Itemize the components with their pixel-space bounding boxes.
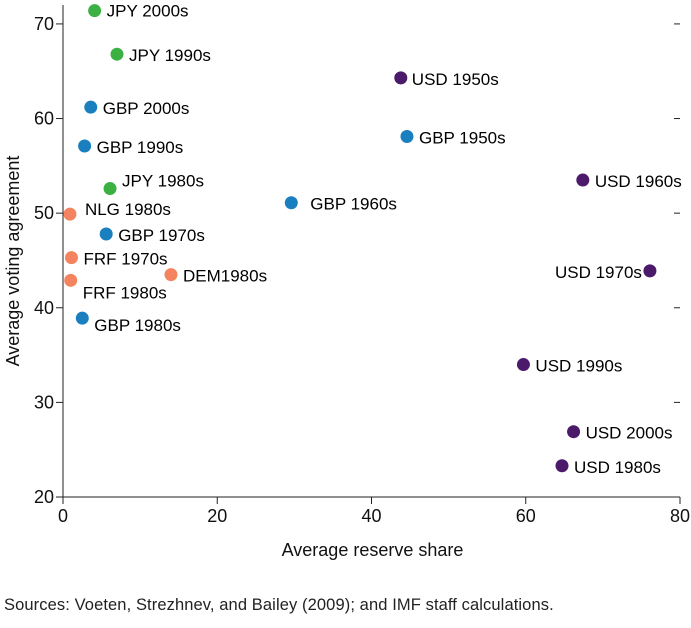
label-gbp-1980s: GBP 1980s: [94, 316, 181, 335]
label-jpy-2000s: JPY 2000s: [107, 2, 189, 21]
label-usd-1980s: USD 1980s: [574, 458, 661, 477]
label-usd-1960s: USD 1960s: [595, 172, 682, 191]
y-tick-label: 50: [34, 203, 54, 223]
point-nlg-1980s: [63, 207, 77, 221]
point-labels: USD 1950s USD 1960s USD 1970s USD 1990s USD …: [83, 2, 682, 477]
point-usd-1950s: [394, 71, 408, 85]
label-usd-1970s: USD 1970s: [555, 263, 642, 282]
x-tick-label: 60: [516, 506, 536, 526]
point-gbp-1970s: [99, 227, 113, 241]
label-nlg-1980s: NLG 1980s: [85, 200, 171, 219]
x-axis-title: Average reserve share: [282, 540, 464, 560]
y-tick-label: 40: [34, 298, 54, 318]
label-frf-1970s: FRF 1970s: [83, 250, 167, 269]
axes: [56, 5, 681, 504]
point-frf-1980s: [64, 273, 78, 287]
label-gbp-1970s: GBP 1970s: [118, 226, 205, 245]
label-gbp-2000s: GBP 2000s: [103, 99, 190, 118]
label-usd-1950s: USD 1950s: [412, 70, 499, 89]
label-jpy-1990s: JPY 1990s: [129, 46, 211, 65]
point-jpy-2000s: [88, 4, 102, 18]
point-frf-1970s: [64, 251, 78, 265]
label-dem1980s: DEM1980s: [183, 267, 267, 286]
x-tick-label: 0: [58, 506, 68, 526]
y-tick-label: 30: [34, 392, 54, 412]
point-usd-1980s: [555, 459, 569, 473]
y-tick-label: 60: [34, 109, 54, 129]
label-jpy-1980s: JPY 1980s: [122, 172, 204, 191]
point-usd-1960s: [576, 173, 590, 187]
x-tick-label: 80: [670, 506, 690, 526]
y-tick-label: 70: [34, 14, 54, 34]
point-jpy-1990s: [110, 47, 124, 61]
x-tick-label: 40: [361, 506, 381, 526]
point-usd-1970s: [643, 264, 657, 278]
label-gbp-1990s: GBP 1990s: [97, 138, 184, 157]
point-gbp-1980s: [75, 311, 89, 325]
label-frf-1980s: FRF 1980s: [83, 283, 167, 302]
y-tick-label: 20: [34, 487, 54, 507]
x-tick-label: 20: [207, 506, 227, 526]
label-gbp-1960s: GBP 1960s: [310, 195, 397, 214]
point-usd-1990s: [516, 358, 530, 372]
point-gbp-1950s: [400, 130, 414, 144]
point-gbp-2000s: [84, 100, 98, 114]
label-gbp-1950s: GBP 1950s: [419, 129, 506, 148]
point-usd-2000s: [567, 425, 581, 439]
point-jpy-1980s: [103, 182, 117, 196]
label-usd-1990s: USD 1990s: [535, 357, 622, 376]
source-note: Sources: Voeten, Strezhnev, and Bailey (…: [4, 596, 554, 614]
y-axis-title: Average voting agreement: [3, 156, 23, 367]
point-dem1980s: [164, 268, 178, 282]
point-gbp-1990s: [78, 139, 92, 153]
data-points: [63, 4, 657, 473]
point-gbp-1960s: [284, 196, 298, 210]
label-usd-2000s: USD 2000s: [586, 424, 673, 443]
